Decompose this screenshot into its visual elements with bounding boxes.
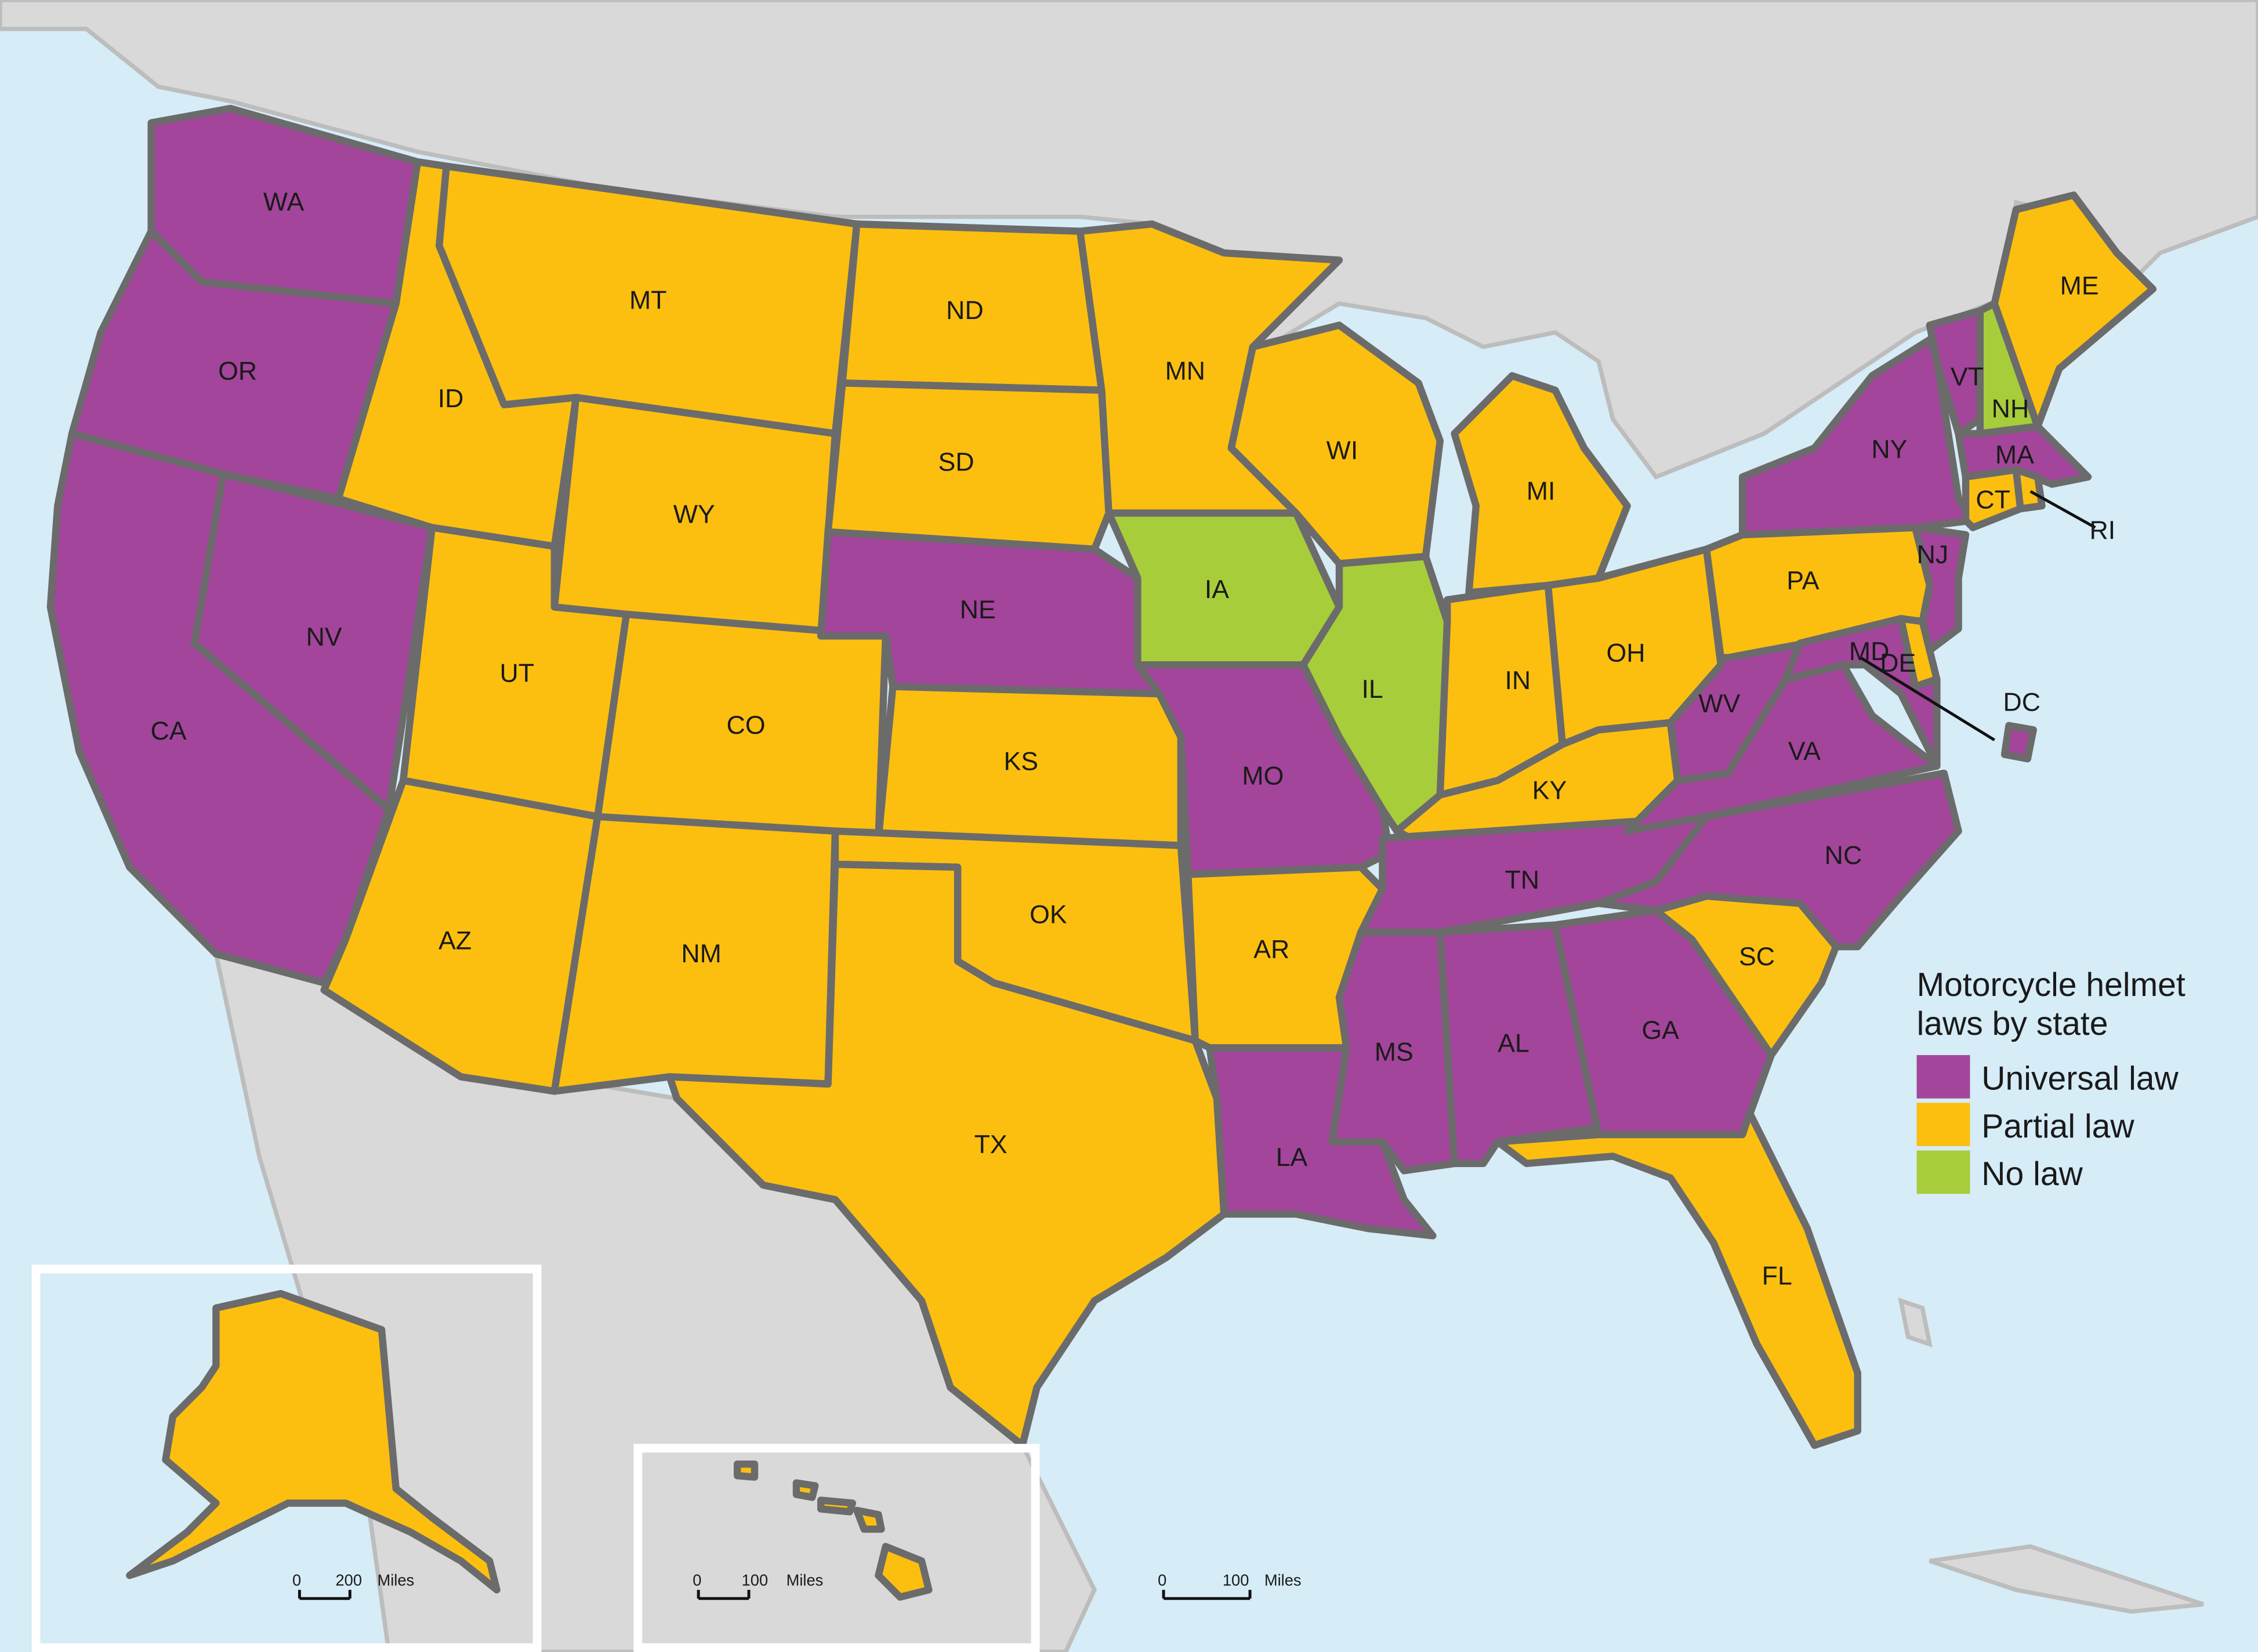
state-label-mn: MN	[1165, 357, 1206, 386]
state-label-ks: KS	[1003, 747, 1038, 776]
state-label-in: IN	[1505, 666, 1531, 695]
state-label-la: LA	[1276, 1143, 1308, 1172]
state-label-wi: WI	[1326, 436, 1358, 465]
hawaii-inset: 0 100 Miles	[633, 1444, 1040, 1652]
state-label-or: OR	[218, 357, 257, 386]
state-label-md: MD	[1849, 637, 1890, 666]
state-label-wa: WA	[263, 187, 304, 216]
legend-title-line1: Motorcycle helmet	[1917, 966, 2185, 1003]
state-label-wy: WY	[673, 499, 715, 528]
hawaii-inset-frame	[633, 1444, 1040, 1652]
legend-label-universal: Universal law	[1981, 1060, 2179, 1097]
state-label-ma: MA	[1995, 440, 2034, 469]
state-label-me: ME	[2060, 271, 2099, 300]
state-label-ri: RI	[2090, 516, 2116, 545]
state-label-nd: ND	[946, 296, 984, 325]
state-hi-maui[interactable]	[853, 1506, 885, 1533]
main-scale-zero: 0	[1158, 1571, 1166, 1589]
state-label-az: AZ	[438, 926, 472, 955]
state-label-mi: MI	[1527, 476, 1556, 505]
state-label-vt: VT	[1951, 363, 1984, 392]
alaska-scale-zero: 0	[292, 1571, 301, 1589]
alaska-scale-unit: Miles	[377, 1571, 414, 1589]
legend-items: Universal law Partial law No law	[1916, 1055, 2179, 1194]
state-hi-kauai[interactable]	[733, 1460, 759, 1481]
state-label-ct: CT	[1976, 485, 2010, 514]
state-label-ia: IA	[1205, 575, 1229, 604]
state-label-ga: GA	[1641, 1016, 1679, 1045]
state-label-sd: SD	[938, 448, 974, 477]
legend: Motorcycle helmet laws by state Universa…	[1916, 966, 2185, 1194]
legend-title-line2: laws by state	[1917, 1005, 2108, 1042]
state-label-wv: WV	[1698, 689, 1740, 718]
state-label-tx: TX	[974, 1130, 1007, 1159]
state-label-ne: NE	[960, 595, 996, 624]
state-label-nv: NV	[306, 622, 342, 651]
main-scale-unit: Miles	[1264, 1571, 1302, 1589]
bahamas-landmass	[1898, 1297, 1933, 1347]
state-label-ut: UT	[500, 658, 535, 687]
state-vt[interactable]	[1926, 307, 1984, 437]
state-label-mo: MO	[1242, 761, 1284, 790]
state-label-tn: TN	[1505, 865, 1540, 894]
state-label-co: CO	[727, 711, 766, 740]
state-mi[interactable]	[1451, 372, 1631, 596]
state-label-ny: NY	[1871, 434, 1907, 463]
legend-swatch-none	[1916, 1150, 1970, 1194]
state-label-nc: NC	[1825, 841, 1862, 870]
state-label-il: IL	[1361, 675, 1383, 704]
state-label-al: AL	[1498, 1028, 1530, 1057]
state-fl[interactable]	[1494, 1109, 1861, 1449]
state-il[interactable]	[1299, 553, 1451, 835]
legend-label-partial: Partial law	[1981, 1108, 2134, 1145]
state-label-mt: MT	[629, 286, 667, 315]
state-ny[interactable]	[1738, 336, 1977, 539]
main-scale-value: 100	[1223, 1571, 1249, 1589]
state-label-ca: CA	[150, 716, 186, 745]
state-label-oh: OH	[1607, 639, 1646, 668]
state-me[interactable]	[1991, 191, 2156, 430]
alaska-inset-frame	[31, 1265, 542, 1652]
state-ak[interactable]	[126, 1289, 501, 1594]
state-md[interactable]	[1782, 615, 1941, 770]
ri-leader-line	[2029, 490, 2096, 529]
state-label-va: VA	[1788, 737, 1821, 766]
state-nc[interactable]	[1594, 769, 1962, 951]
state-label-nj: NJ	[1917, 540, 1949, 569]
state-hi-molokai[interactable]	[817, 1497, 857, 1516]
state-hi-oahu[interactable]	[792, 1479, 819, 1501]
alaska-scale-value: 200	[335, 1571, 362, 1589]
state-label-id: ID	[438, 384, 464, 413]
md-leader-line	[1860, 656, 1995, 741]
state-label-ms: MS	[1375, 1037, 1413, 1066]
state-label-nm: NM	[681, 939, 722, 968]
states-layer	[46, 104, 2156, 1449]
state-label-fl: FL	[1762, 1261, 1792, 1290]
hawaii-scale-value: 100	[742, 1571, 769, 1589]
state-label-dc: DC	[2003, 687, 2041, 716]
hawaii-scale-unit: Miles	[787, 1571, 824, 1589]
state-nj[interactable]	[1911, 524, 1970, 654]
legend-swatch-universal	[1916, 1055, 1970, 1099]
state-hi-big-island[interactable]	[875, 1542, 933, 1601]
state-label-pa: PA	[1786, 566, 1819, 595]
legend-label-none: No law	[1981, 1155, 2083, 1193]
cuba-landmass	[1929, 1544, 2204, 1614]
state-label-sc: SC	[1739, 942, 1775, 971]
state-label-de: DE	[1880, 649, 1916, 678]
state-ct[interactable]	[1962, 466, 2024, 531]
state-label-ar: AR	[1253, 934, 1289, 963]
state-dc[interactable]	[2000, 722, 2037, 763]
alaska-inset: 0 200 Miles	[31, 1265, 542, 1652]
main-scale: 0 100 Miles	[1158, 1571, 1302, 1600]
hawaii-scale-zero: 0	[693, 1571, 701, 1589]
state-label-ok: OK	[1030, 900, 1067, 929]
state-label-ky: KY	[1532, 776, 1567, 805]
legend-swatch-partial	[1916, 1103, 1970, 1146]
state-label-nh: NH	[1992, 394, 2029, 423]
state-tx[interactable]	[666, 860, 1228, 1449]
state-sd[interactable]	[824, 379, 1112, 553]
